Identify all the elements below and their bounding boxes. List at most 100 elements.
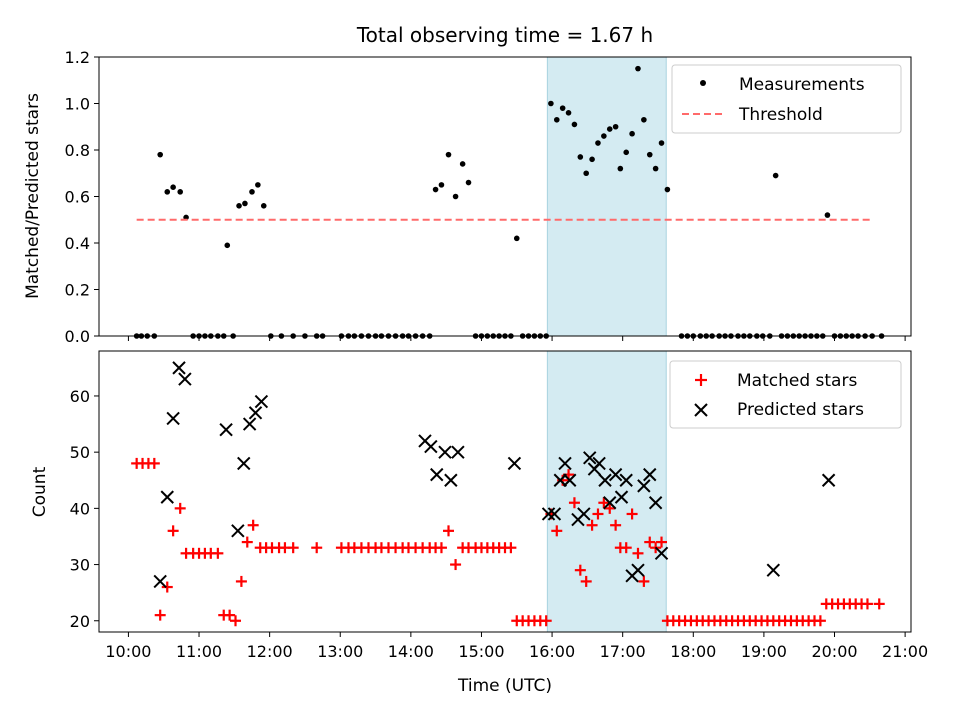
top-panel: 0.0 0.2 0.4 0.6 0.8 1.0 1.2 Matched/Predicted … — [23, 48, 912, 346]
predicted-star-point — [219, 422, 233, 437]
top-panel-ylabel: Matched/Predicted stars — [23, 93, 43, 299]
y-tick-label: 0.4 — [65, 234, 90, 253]
legend-predicted-stars: Predicted stars — [737, 400, 864, 420]
matched-star-point — [247, 519, 259, 531]
matched-star-point — [873, 598, 885, 610]
predicted-star-point — [603, 496, 617, 510]
x-tick-label: 11:00 — [176, 642, 222, 661]
predicted-star-point — [254, 394, 269, 409]
predicted-star-point — [558, 456, 572, 471]
y-tick-label: 1.0 — [65, 95, 90, 114]
measurement-point — [577, 154, 584, 160]
predicted-star-point — [166, 411, 180, 426]
matched-star-point — [505, 542, 517, 554]
legend-box — [669, 360, 902, 429]
measurement-point — [601, 133, 607, 139]
measurement-point — [548, 100, 554, 107]
matched-star-point — [638, 575, 650, 587]
predicted-star-point — [231, 524, 245, 538]
measurement-point — [641, 116, 647, 123]
measurement-point — [177, 189, 183, 195]
predicted-star-point — [430, 467, 444, 482]
y-tick-label: 0.8 — [65, 141, 90, 160]
matched-star-point — [450, 559, 462, 571]
matched-star-point — [148, 457, 160, 469]
matched-star-point — [224, 609, 236, 621]
legend-plus-marker — [695, 374, 707, 386]
matched-star-point — [167, 525, 179, 537]
predicted-star-point — [598, 473, 612, 487]
bottom-panel-frame — [98, 350, 912, 633]
measurement-point — [164, 189, 171, 195]
measurement-point — [236, 203, 242, 209]
measurement-point — [635, 65, 641, 72]
predicted-star-point — [643, 467, 657, 482]
matched-star-point — [656, 536, 668, 548]
measurement-point — [438, 182, 445, 188]
predicted-star-point — [424, 439, 438, 454]
measurement-point — [260, 203, 267, 209]
matched-star-point — [568, 497, 580, 509]
matched-star-point — [174, 502, 186, 514]
measurement-point — [646, 151, 653, 158]
x-tick-label: 16:00 — [529, 642, 575, 661]
measurement-point — [583, 170, 589, 177]
bottom-panel-highlight — [546, 350, 667, 633]
x-tick-label: 19:00 — [741, 642, 787, 661]
measurement-point — [559, 105, 566, 111]
x-tick-label: 12:00 — [247, 642, 293, 661]
predicted-star-point — [172, 361, 186, 375]
measurement-point — [595, 140, 601, 146]
predicted-star-point — [821, 473, 836, 487]
measurement-point — [242, 200, 248, 207]
predicted-star-point — [547, 507, 562, 521]
matched-star-point — [161, 581, 173, 593]
measurement-point — [617, 165, 624, 172]
predicted-star-point — [583, 451, 597, 465]
measurement-point — [249, 189, 255, 195]
measurement-point — [772, 172, 779, 179]
measurement-point — [513, 235, 520, 242]
matched-star-point — [241, 536, 253, 548]
predicted-star-point — [248, 406, 263, 420]
matched-star-point — [814, 615, 826, 627]
matched-star-point — [592, 508, 604, 520]
predicted-star-point — [631, 563, 645, 577]
matched-star-point — [230, 615, 242, 627]
matched-star-point — [604, 502, 616, 514]
predicted-star-point — [766, 563, 781, 577]
predicted-star-point — [563, 473, 577, 487]
top-panel-highlight — [546, 56, 667, 337]
matched-star-point — [574, 564, 586, 576]
predicted-star-point — [553, 473, 568, 487]
measurement-point — [224, 242, 231, 249]
x-tick-label: 14:00 — [388, 642, 434, 661]
matched-star-point — [598, 497, 610, 509]
predicted-star-point — [153, 574, 167, 589]
matched-star-point — [626, 508, 638, 520]
matched-star-point — [620, 542, 632, 554]
predicted-star-point — [160, 490, 174, 504]
y-tick-label: 0.6 — [65, 188, 90, 207]
measurement-point — [459, 161, 466, 167]
x-tick-label: 13:00 — [317, 642, 363, 661]
measurement-point — [445, 151, 452, 158]
matched-star-point — [235, 575, 247, 587]
predicted-star-point — [654, 546, 669, 561]
x-tick-label: 21:00 — [882, 642, 928, 661]
matched-star-point — [443, 525, 455, 537]
legend-x-marker — [694, 403, 708, 417]
measurement-point — [432, 186, 439, 193]
chart-title: Total observing time = 1.67 h — [356, 23, 653, 47]
legend-threshold: Threshold — [738, 105, 823, 125]
x-tick-label: 17:00 — [600, 642, 646, 661]
y-tick-label: 60 — [70, 387, 90, 406]
bottom-panel-xlabel: Time (UTC) — [457, 676, 552, 696]
measurement-point — [157, 151, 163, 158]
measurement-point — [452, 193, 459, 200]
measurement-point — [170, 184, 176, 190]
bottom-panel-marks — [131, 361, 885, 627]
y-tick-label: 20 — [70, 612, 90, 631]
measurement-point — [565, 110, 572, 116]
